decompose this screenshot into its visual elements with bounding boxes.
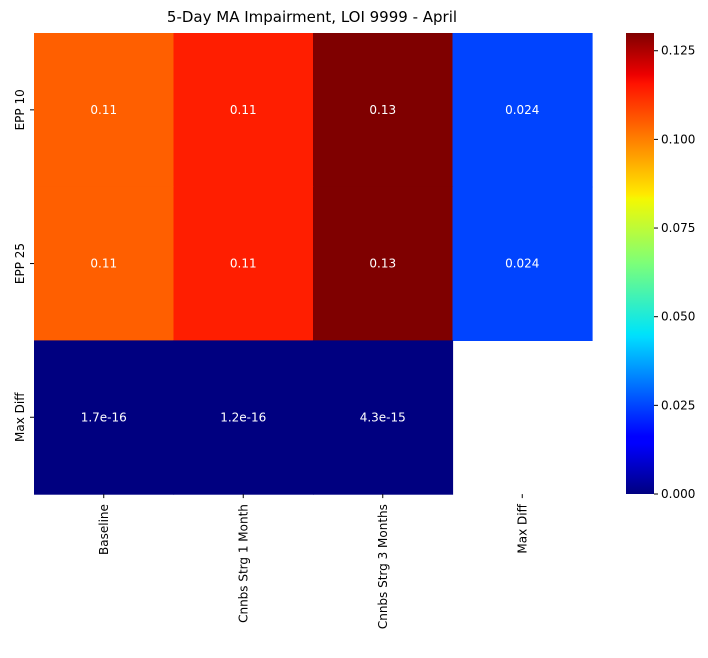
cell-annotation: 0.11 — [230, 257, 257, 271]
column-label: Cnnbs Strg 3 Months — [376, 504, 390, 629]
colorbar-tick-label: 0.050 — [661, 310, 695, 324]
column-labels: Baseline Cnnbs Strg 1 Month Cnnbs Strg 3 M… — [97, 494, 529, 629]
heatmap-cell — [34, 33, 175, 188]
row-label: Max Diff — [13, 392, 27, 442]
row-label: EPP 25 — [13, 243, 27, 284]
chart-title: 5-Day MA Impairment, LOI 9999 - April — [167, 8, 457, 26]
row-label: EPP 10 — [13, 89, 27, 130]
column-label: Baseline — [97, 504, 111, 555]
cell-annotation: 0.11 — [90, 103, 117, 117]
heatmap-cell — [173, 340, 314, 495]
colorbar-tick-label: 0.025 — [661, 398, 695, 412]
colorbar-tick-label: 0.100 — [661, 132, 695, 146]
cell-annotation: 0.024 — [505, 257, 539, 271]
cell-annotation: 0.11 — [90, 257, 117, 271]
heatmap-cell — [34, 186, 175, 341]
heatmap-cells — [34, 33, 593, 495]
heatmap-cell — [313, 340, 454, 495]
colorbar — [626, 33, 654, 494]
column-label: Max Diff — [515, 503, 529, 553]
colorbar-ticks: 0.000 0.025 0.050 0.075 0.100 0.125 — [654, 44, 695, 501]
heatmap-cell — [173, 186, 314, 341]
row-labels: EPP 10 EPP 25 Max Diff — [13, 89, 34, 442]
heatmap-cell — [313, 186, 454, 341]
heatmap-cell — [452, 33, 593, 188]
colorbar-tick-label: 0.125 — [661, 44, 695, 58]
heatmap-cell — [34, 340, 175, 495]
cell-annotation: 1.2e-16 — [220, 410, 266, 424]
column-label: Cnnbs Strg 1 Month — [236, 504, 250, 623]
colorbar-tick-label: 0.075 — [661, 221, 695, 235]
cell-annotation: 0.024 — [505, 103, 539, 117]
colorbar-tick-label: 0.000 — [661, 487, 695, 501]
cell-annotation: 4.3e-15 — [360, 410, 406, 424]
heatmap-cell — [313, 33, 454, 188]
cell-annotation: 0.11 — [230, 103, 257, 117]
cell-annotation: 0.13 — [369, 257, 396, 271]
heatmap-cell — [452, 186, 593, 341]
heatmap-cell — [173, 33, 314, 188]
cell-annotations: 0.11 0.11 0.13 0.024 0.11 0.11 0.13 0.024 1.7e-1… — [81, 103, 540, 424]
cell-annotation: 0.13 — [369, 103, 396, 117]
cell-annotation: 1.7e-16 — [81, 410, 127, 424]
